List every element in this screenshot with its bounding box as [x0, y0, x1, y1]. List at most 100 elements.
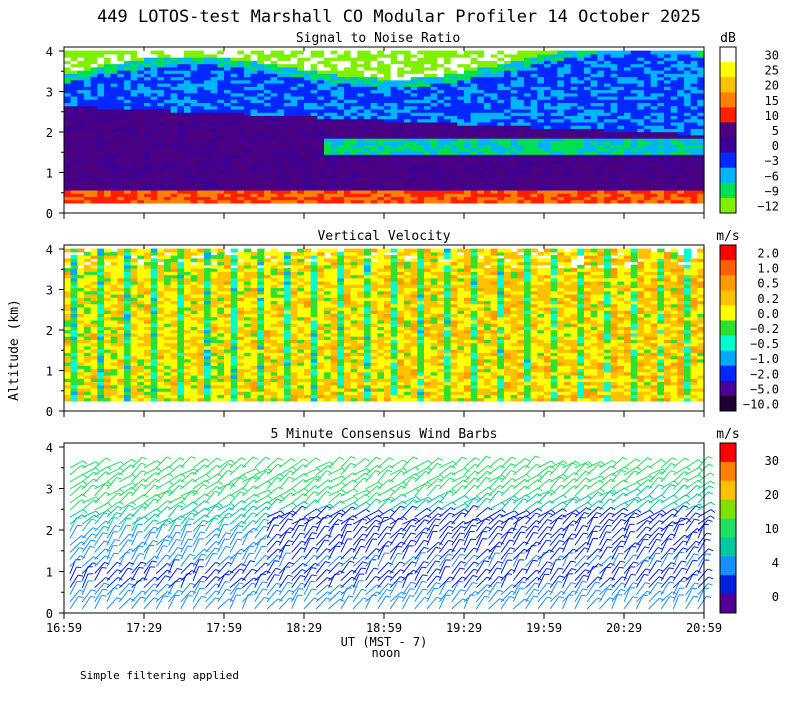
snr-cell	[297, 51, 304, 55]
snr-cell	[397, 51, 404, 55]
snr-cell	[524, 51, 531, 55]
snr-cell	[631, 51, 638, 55]
colorbar-label: −6	[765, 169, 779, 183]
snr-cell	[444, 51, 451, 55]
snr-cell	[537, 51, 544, 55]
vv-cell	[64, 258, 71, 262]
snr-cell	[691, 51, 698, 55]
snr-cell	[504, 51, 511, 55]
snr-cell	[197, 51, 204, 55]
vv-cell	[84, 252, 91, 256]
snr-cell	[237, 51, 244, 55]
snr-cell	[451, 51, 458, 55]
y-tick-label: 1	[46, 167, 53, 181]
snr-cell	[277, 51, 284, 55]
vv-cell	[91, 249, 98, 253]
snr-cell	[684, 51, 691, 55]
snr-cell	[284, 51, 291, 55]
snr-cell	[117, 51, 124, 55]
snr-cell	[144, 51, 151, 55]
snr-panel-title: Signal to Noise Ratio	[296, 31, 460, 46]
snr-cell	[644, 51, 651, 55]
snr-cell	[104, 51, 111, 55]
snr-cell	[651, 51, 658, 55]
snr-cell	[311, 51, 318, 55]
snr-cell	[677, 51, 684, 55]
snr-cell	[71, 51, 78, 55]
snr-cell	[544, 51, 551, 55]
vv-panel-title: Vertical Velocity	[317, 229, 450, 244]
snr-cell	[364, 51, 371, 55]
colorbar-swatch	[720, 77, 736, 93]
snr-cell	[84, 51, 91, 55]
snr-cell	[257, 51, 264, 55]
colorbar-label: 10	[765, 109, 779, 123]
snr-cell	[597, 51, 604, 55]
snr-cell	[517, 51, 524, 55]
snr-cell	[657, 51, 664, 55]
colorbar-label: −9	[765, 184, 779, 198]
snr-cell	[611, 51, 618, 55]
colorbar-label: −3	[765, 154, 779, 168]
colorbar-swatch	[720, 138, 736, 154]
colorbar-label: 5	[772, 124, 779, 138]
snr-cell	[184, 51, 191, 55]
snr-cell	[551, 51, 558, 55]
snr-cell	[411, 51, 418, 55]
colorbar-swatch	[720, 153, 736, 169]
snr-cell	[477, 51, 484, 55]
snr-cell	[637, 51, 644, 55]
snr-cell	[584, 51, 591, 55]
snr-cell	[337, 51, 344, 55]
snr-cell	[557, 51, 564, 55]
vv-heatmap	[64, 249, 705, 402]
snr-cell	[97, 51, 104, 55]
snr-cell	[344, 51, 351, 55]
colorbar-swatch	[720, 183, 736, 199]
snr-cell	[531, 51, 538, 55]
snr-cell	[431, 51, 438, 55]
snr-cell	[617, 51, 624, 55]
snr-cell	[251, 51, 258, 55]
colorbar-label: 0	[772, 139, 779, 153]
vv-cell	[104, 249, 111, 253]
snr-cell	[231, 51, 238, 55]
snr-cell	[331, 51, 338, 55]
vv-cell	[77, 255, 84, 259]
colorbar-swatch	[720, 47, 736, 63]
colorbar-label: −12	[757, 199, 779, 213]
vv-cell	[77, 268, 84, 272]
snr-heatmap	[64, 51, 705, 204]
colorbar-swatch	[720, 92, 736, 108]
snr-cell	[471, 51, 478, 55]
snr-cell	[191, 51, 198, 55]
colorbar-label: 20	[765, 79, 779, 93]
snr-cell	[577, 51, 584, 55]
snr-cell	[511, 51, 518, 55]
snr-cell	[424, 51, 431, 55]
colorbar-label: 15	[765, 94, 779, 108]
snr-cell	[624, 51, 631, 55]
snr-cell	[131, 51, 138, 55]
snr-cell	[171, 51, 178, 55]
snr-cell	[564, 51, 571, 55]
snr-cell	[491, 51, 498, 55]
snr-cell	[437, 51, 444, 55]
snr-cell	[391, 51, 398, 55]
colorbar-swatch	[720, 168, 736, 184]
snr-cell	[604, 51, 611, 55]
snr-cell	[591, 51, 598, 55]
snr-cell	[264, 51, 271, 55]
snr-cell	[571, 51, 578, 55]
snr-cell	[271, 51, 278, 55]
snr-cell	[224, 51, 231, 55]
snr-cell	[244, 51, 251, 55]
vv-cell	[64, 268, 71, 272]
snr-unit-label: dB	[720, 31, 736, 46]
snr-cell	[664, 51, 671, 55]
